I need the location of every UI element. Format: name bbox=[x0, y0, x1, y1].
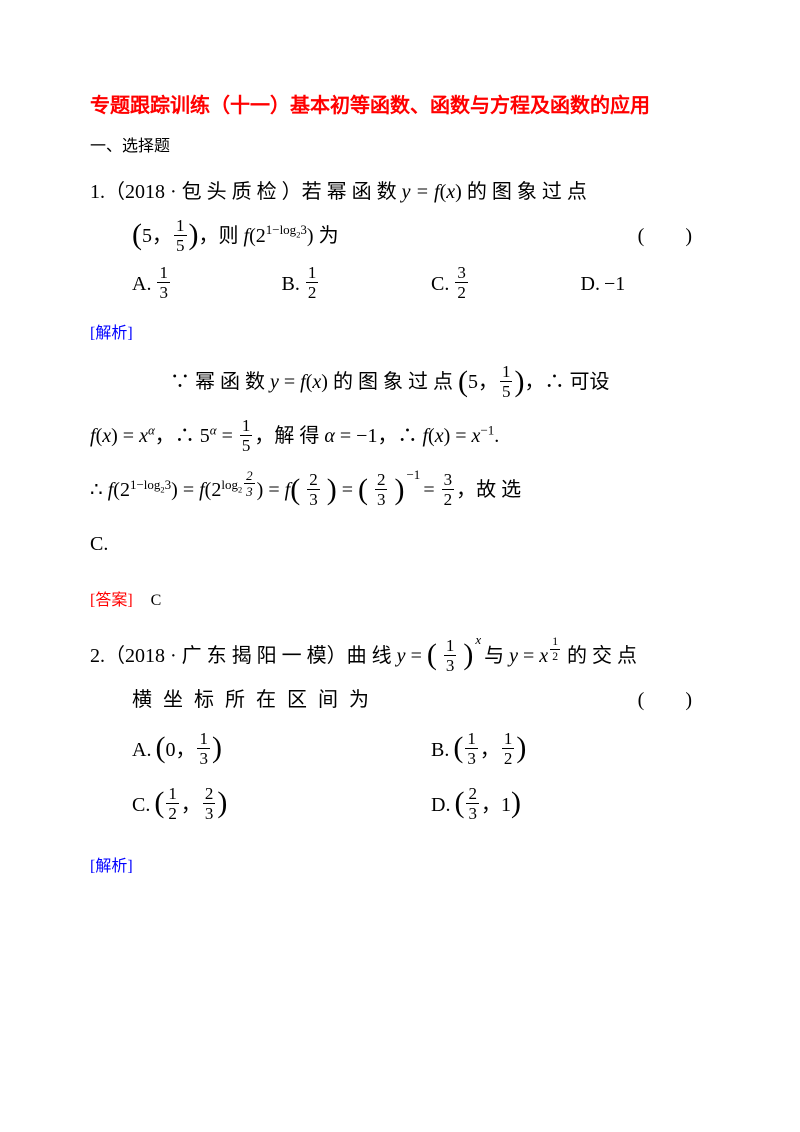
q2-source: （2018 · 广 东 揭 阳 一 模） bbox=[105, 645, 347, 667]
q1-line1: 1.（2018 · 包 头 质 检 ）若 幂 函 数 y = f(x) 的 图 … bbox=[90, 170, 710, 214]
q1-sol-line3: ∴ f(21−log23) = f(2log223) = f( 23 ) = (… bbox=[90, 466, 710, 514]
q1-opt-d: D.−1 bbox=[581, 266, 711, 303]
analysis-label-2: [解析] bbox=[90, 854, 710, 880]
q2-opt-c: C.(12，23) bbox=[132, 787, 411, 824]
q1-sol-line2: f(x) = xα，∴ 5α = 15，解 得 α = −1，∴ f(x) = … bbox=[90, 412, 710, 460]
section-header: 一、选择题 bbox=[90, 134, 710, 160]
q2-opt-a: A.(0，13) bbox=[132, 732, 411, 769]
analysis-label-1: [解析] bbox=[90, 321, 710, 347]
q2-opt-d: D.(23，1) bbox=[431, 787, 710, 824]
open-paren: ( bbox=[132, 223, 142, 247]
close-paren: ) bbox=[189, 223, 199, 247]
q2-line2: 横 坐 标 所 在 区 间 为 ( ) bbox=[90, 678, 710, 722]
q1-source: （2018 · 包 头 质 检 ） bbox=[105, 181, 302, 203]
q2-options: A.(0，13) B.(13，12) C.(12，23) D.(23，1) bbox=[90, 732, 710, 824]
question-2: 2.（2018 · 广 东 揭 阳 一 模）曲 线 y = ( 13 )x 与 … bbox=[90, 634, 710, 722]
q1-stem-a: 若 幂 函 数 bbox=[302, 181, 402, 203]
q1-opt-a: A.13 bbox=[132, 266, 262, 303]
q2-opt-b: B.(13，12) bbox=[431, 732, 710, 769]
q1-eq1: y = f(x) bbox=[402, 181, 462, 203]
blank-answer-paren: ( ) bbox=[638, 678, 710, 722]
q1-sol-line1: ∵ 幂 函 数 y = f(x) 的 图 象 过 点 (5，15)，∴ 可设 bbox=[90, 358, 710, 406]
q1-point-x: 5 bbox=[142, 225, 152, 247]
q1-opt-b: B.12 bbox=[282, 266, 412, 303]
q1-solution: ∵ 幂 函 数 y = f(x) 的 图 象 过 点 (5，15)，∴ 可设 f… bbox=[90, 358, 710, 568]
blank-answer-paren: ( ) bbox=[638, 214, 710, 258]
q2-line1: 2.（2018 · 广 东 揭 阳 一 模）曲 线 y = ( 13 )x 与 … bbox=[90, 634, 710, 678]
q1-line2: (5，15)，则 f(21−log23) 为 ( ) bbox=[90, 214, 710, 258]
q1-point-y: 15 bbox=[174, 217, 187, 254]
page-title: 专题跟踪训练（十一）基本初等函数、函数与方程及函数的应用 bbox=[90, 90, 710, 122]
q1-number: 1. bbox=[90, 181, 105, 203]
q1-sol-line4: C. bbox=[90, 520, 710, 568]
q1-answer-row: [答案] C bbox=[90, 574, 710, 628]
q1-stem-c: ，则 bbox=[199, 225, 244, 247]
question-1: 1.（2018 · 包 头 质 检 ）若 幂 函 数 y = f(x) 的 图 … bbox=[90, 170, 710, 258]
answer-label-1: [答案] bbox=[90, 588, 133, 614]
q1-opt-c: C.32 bbox=[431, 266, 561, 303]
q1-func: f(21−log23) bbox=[244, 225, 314, 247]
q1-answer: C bbox=[151, 592, 162, 609]
q1-stem-d: 为 bbox=[314, 225, 339, 247]
q1-options: A.13 B.12 C.32 D.−1 bbox=[90, 266, 710, 303]
q1-stem-b: 的 图 象 过 点 bbox=[462, 181, 587, 203]
q2-number: 2. bbox=[90, 645, 105, 667]
